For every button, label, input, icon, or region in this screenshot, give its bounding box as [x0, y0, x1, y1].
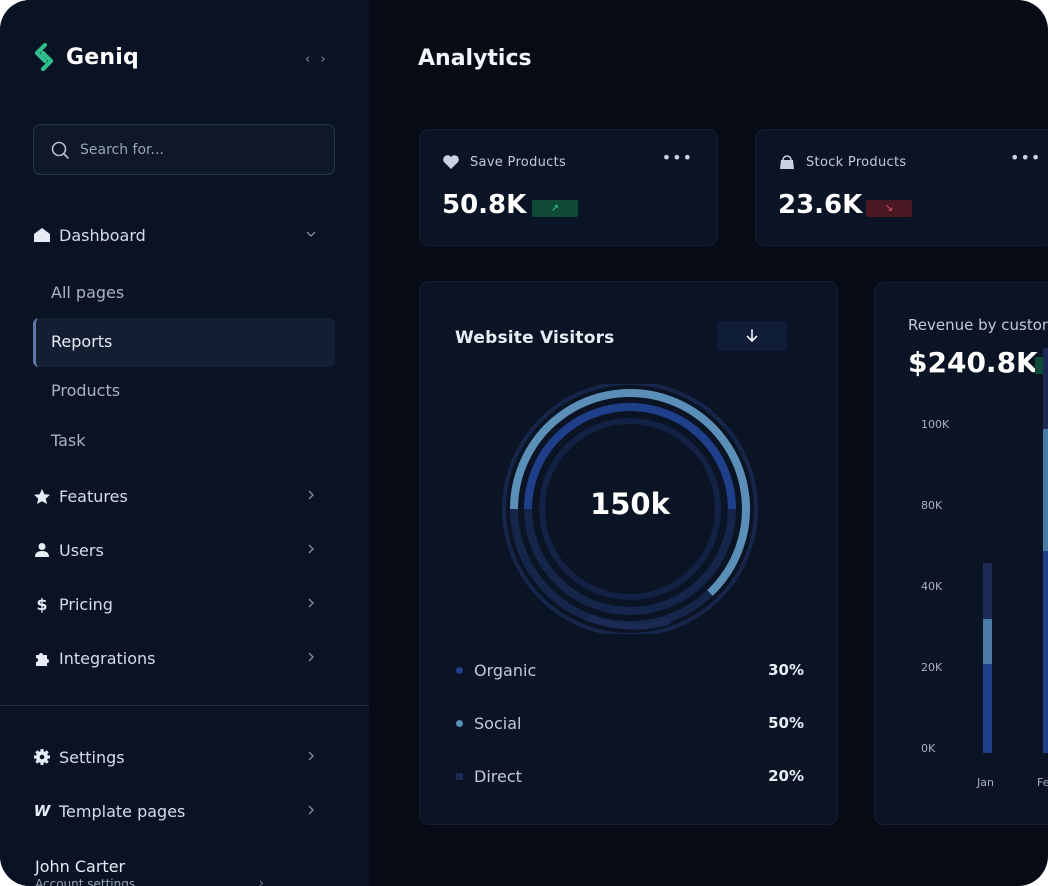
- stat-value: 50.8K: [442, 190, 527, 220]
- visitors-donut-chart: [502, 384, 758, 634]
- sidebar-item-label: Features: [59, 486, 128, 506]
- chevron-right-icon: [305, 649, 317, 665]
- bar-segment[interactable]: [983, 562, 992, 620]
- search-icon: [51, 141, 69, 159]
- account-settings-link[interactable]: Account settings: [35, 877, 136, 886]
- sidebar-item-template-pages[interactable]: W Template pages: [33, 796, 323, 826]
- legend-percent: 50%: [768, 714, 804, 732]
- legend-label: Organic: [474, 660, 537, 680]
- sidebar-item-pricing[interactable]: $ Pricing: [33, 589, 323, 619]
- chevrons-left-right-icon[interactable]: ‹ ›: [305, 52, 329, 67]
- legend-dot: [456, 719, 463, 727]
- chevron-down-icon: [305, 226, 317, 242]
- gear-icon: [33, 748, 51, 766]
- legend-label: Social: [474, 713, 522, 733]
- trend-down-badge: ↘: [866, 200, 912, 217]
- sidebar-item-label: Integrations: [59, 648, 156, 668]
- more-options-icon[interactable]: •••: [661, 148, 693, 167]
- bar-segment[interactable]: [1043, 348, 1048, 429]
- sidebar-subitem-task[interactable]: Task: [51, 431, 86, 450]
- star-icon: [33, 487, 51, 505]
- legend-label: Direct: [474, 766, 522, 786]
- trend-up-badge: ↗: [532, 200, 578, 217]
- legend-dot: [456, 772, 463, 780]
- stat-label: Stock Products: [806, 155, 907, 170]
- user-name[interactable]: John Carter: [35, 857, 126, 876]
- sidebar-item-integrations[interactable]: Integrations: [33, 643, 323, 673]
- stat-label: Save Products: [470, 155, 567, 170]
- y-tick-label: 0K: [921, 742, 936, 755]
- bar-segment[interactable]: [983, 619, 992, 664]
- chevron-right-icon: [305, 802, 317, 818]
- user-icon: [33, 541, 51, 559]
- arrow-down-right-icon: ↘: [884, 203, 894, 214]
- bar-segment[interactable]: [1043, 550, 1048, 753]
- sidebar-item-settings[interactable]: Settings: [33, 742, 323, 772]
- y-tick-label: 100K: [921, 418, 950, 431]
- sidebar-item-users[interactable]: Users: [33, 535, 323, 565]
- dollar-icon: $: [36, 594, 48, 614]
- y-tick-label: 40K: [921, 580, 943, 593]
- arrow-down-icon: [746, 329, 758, 342]
- legend-percent: 20%: [768, 767, 804, 785]
- sidebar-item-label: Users: [59, 540, 104, 560]
- chevron-right-icon: ›: [259, 876, 264, 886]
- home-icon: [33, 226, 51, 244]
- sidebar-item-label: Settings: [59, 747, 125, 767]
- sidebar-subitem-reports[interactable]: Reports: [51, 332, 113, 351]
- bar-segment[interactable]: [1043, 429, 1048, 551]
- brand[interactable]: Geniq: [31, 43, 139, 71]
- sidebar: Geniq ‹ › Search for... Dashboard All pa…: [0, 0, 369, 886]
- bag-icon: [780, 155, 794, 169]
- sidebar-subitem-all-pages[interactable]: All pages: [51, 283, 125, 302]
- y-tick-label: 20K: [921, 661, 943, 674]
- sidebar-item-label: Dashboard: [59, 225, 146, 245]
- y-tick-label: 80K: [921, 499, 943, 512]
- x-tick-label: Jan: [977, 776, 994, 789]
- legend-dot: [456, 666, 463, 674]
- more-options-icon[interactable]: •••: [1010, 148, 1042, 167]
- sidebar-item-features[interactable]: Features: [33, 481, 323, 511]
- revenue-card: Revenue by customer type $240.8K 100K 80K…: [874, 282, 1048, 825]
- donut-segment-social: [510, 389, 750, 596]
- download-button[interactable]: [717, 321, 787, 351]
- website-visitors-card: Website Visitors 150k Organic 30% Social…: [419, 281, 838, 825]
- legend-item-organic: Organic 30%: [456, 658, 804, 682]
- sidebar-item-label: Template pages: [59, 801, 186, 821]
- page-title: Analytics: [418, 46, 532, 71]
- puzzle-icon: [33, 649, 51, 667]
- stat-value: 23.6K: [778, 190, 863, 220]
- search-input[interactable]: Search for...: [33, 124, 335, 175]
- sidebar-item-dashboard[interactable]: Dashboard: [33, 220, 323, 250]
- x-tick-label: Fe: [1037, 776, 1048, 789]
- chevron-right-icon: [305, 487, 317, 503]
- heart-icon: [443, 155, 459, 169]
- arrow-up-right-icon: ↗: [550, 203, 560, 214]
- search-placeholder: Search for...: [80, 141, 164, 158]
- revenue-value: $240.8K: [908, 346, 1038, 379]
- donut-segment-direct: [586, 614, 671, 630]
- sidebar-divider: [0, 705, 369, 706]
- active-indicator: [33, 318, 335, 367]
- donut-segment-organic: [524, 403, 736, 510]
- bar-segment[interactable]: [983, 663, 992, 753]
- stat-card-stock-products: Stock Products ••• 23.6K ↘: [755, 129, 1048, 246]
- legend-percent: 30%: [768, 661, 804, 679]
- chevron-right-icon: [305, 595, 317, 611]
- brand-name: Geniq: [66, 44, 139, 70]
- sidebar-subitem-products[interactable]: Products: [51, 381, 121, 400]
- sidebar-item-label: Pricing: [59, 594, 113, 614]
- card-title: Revenue by customer type: [908, 316, 1048, 334]
- visitors-total: 150k: [590, 487, 670, 521]
- card-title: Website Visitors: [455, 328, 615, 348]
- chevron-right-icon: [305, 748, 317, 764]
- chevron-right-icon: [305, 541, 317, 557]
- legend-item-direct: Direct 20%: [456, 764, 804, 788]
- stat-card-save-products: Save Products ••• 50.8K ↗: [419, 129, 718, 246]
- w-icon: W: [33, 802, 51, 820]
- legend-item-social: Social 50%: [456, 711, 804, 735]
- geniq-logo-icon: [34, 43, 54, 71]
